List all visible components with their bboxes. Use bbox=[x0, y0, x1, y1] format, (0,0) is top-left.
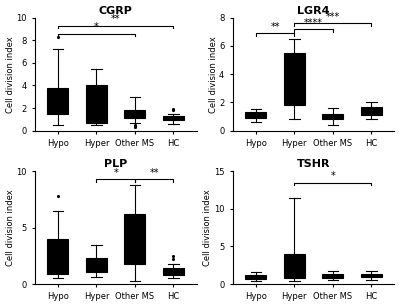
PathPatch shape bbox=[284, 254, 305, 278]
PathPatch shape bbox=[245, 112, 266, 118]
PathPatch shape bbox=[284, 53, 305, 105]
Text: *: * bbox=[330, 171, 335, 181]
Title: LGR4: LGR4 bbox=[297, 6, 330, 16]
Text: *: * bbox=[94, 22, 99, 33]
Y-axis label: Cell division index: Cell division index bbox=[6, 189, 14, 266]
PathPatch shape bbox=[245, 275, 266, 279]
PathPatch shape bbox=[163, 116, 184, 120]
Text: **: ** bbox=[111, 14, 120, 25]
Text: **: ** bbox=[150, 168, 159, 178]
PathPatch shape bbox=[322, 274, 344, 278]
Title: CGRP: CGRP bbox=[99, 6, 132, 16]
Text: **: ** bbox=[270, 22, 280, 32]
Title: PLP: PLP bbox=[104, 159, 127, 169]
Y-axis label: Cell division index: Cell division index bbox=[6, 36, 14, 113]
PathPatch shape bbox=[322, 114, 344, 119]
Text: ***: *** bbox=[326, 12, 340, 22]
Y-axis label: Cell division index: Cell division index bbox=[204, 189, 212, 266]
PathPatch shape bbox=[86, 85, 107, 123]
PathPatch shape bbox=[361, 107, 382, 115]
Text: *: * bbox=[113, 168, 118, 178]
PathPatch shape bbox=[163, 268, 184, 275]
Title: TSHR: TSHR bbox=[297, 159, 330, 169]
PathPatch shape bbox=[124, 214, 146, 264]
PathPatch shape bbox=[47, 88, 68, 114]
Text: ****: **** bbox=[304, 18, 323, 28]
PathPatch shape bbox=[124, 110, 146, 118]
PathPatch shape bbox=[86, 258, 107, 272]
PathPatch shape bbox=[47, 239, 68, 274]
PathPatch shape bbox=[361, 274, 382, 277]
Y-axis label: Cell division index: Cell division index bbox=[208, 36, 218, 113]
